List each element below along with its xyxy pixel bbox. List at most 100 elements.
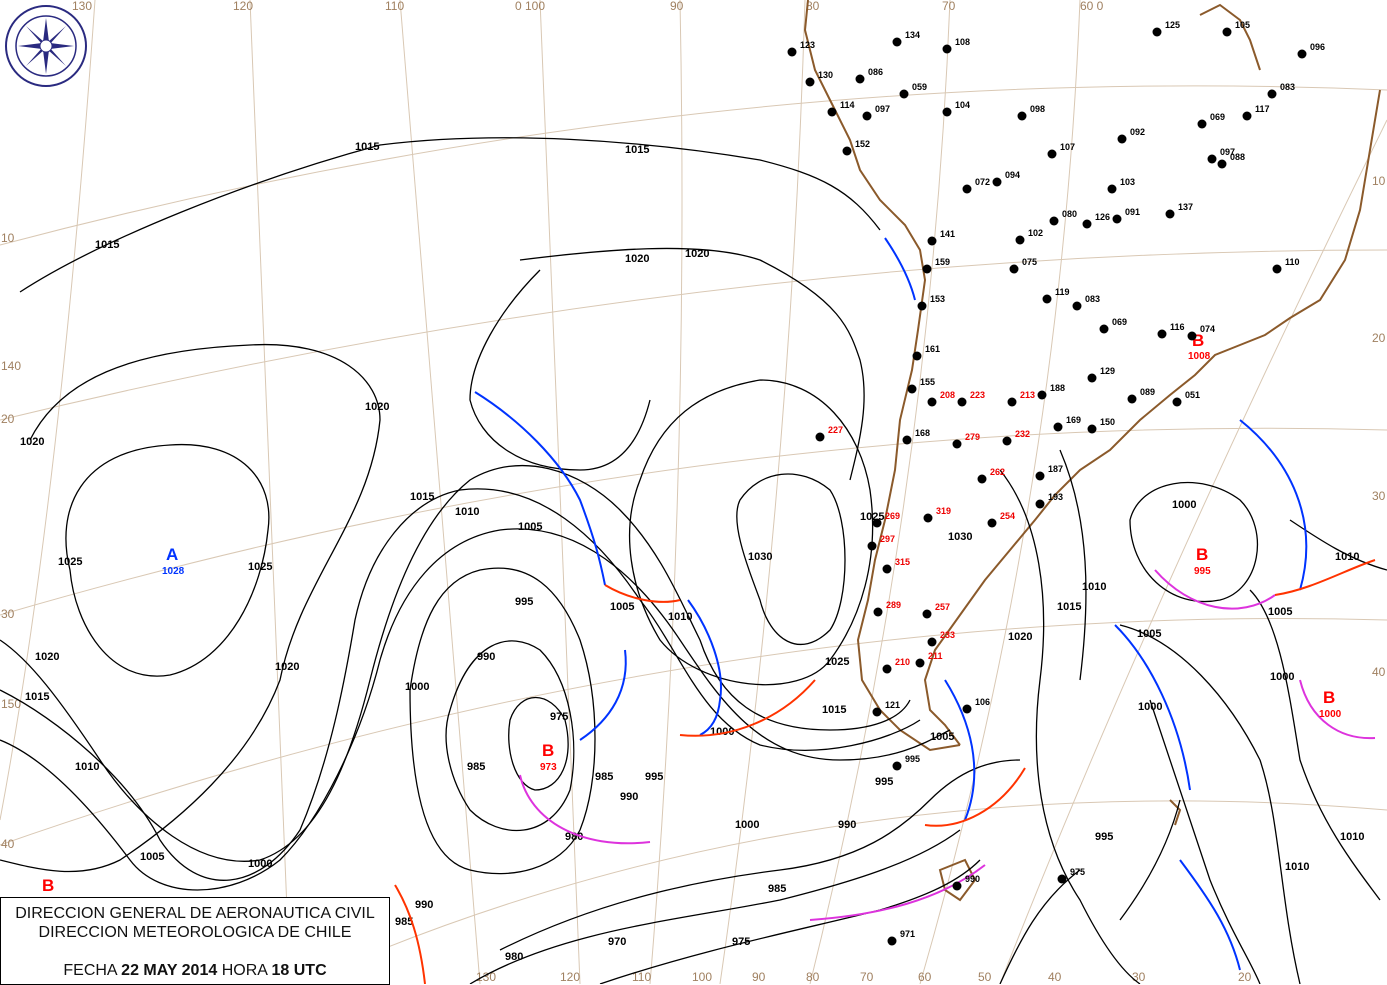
station-marker: [917, 301, 927, 311]
isobar-label: 1010: [668, 611, 692, 623]
station-pressure: 088: [1230, 152, 1245, 162]
station-pressure: 262: [990, 467, 1005, 477]
warm-front: [1274, 559, 1376, 596]
station-pressure: 150: [1100, 417, 1115, 427]
station-pressure: 080: [1062, 209, 1077, 219]
station-pressure: 188: [1050, 383, 1065, 393]
station-marker: [1053, 422, 1063, 432]
station-pressure: 232: [1015, 429, 1030, 439]
station-marker: [1297, 49, 1307, 59]
cold-front: [1179, 859, 1241, 971]
station-marker: [1112, 214, 1122, 224]
station-pressure: 289: [886, 600, 901, 610]
lat-label: 140: [1, 359, 21, 373]
station-pressure: 254: [1000, 511, 1015, 521]
isobar-label: 1005: [610, 601, 634, 613]
isobar-label: 1000: [1138, 701, 1162, 713]
time-label: HORA: [221, 962, 268, 979]
lon-label: 70: [860, 970, 874, 984]
station-pressure: 193: [1048, 492, 1063, 502]
station-pressure: 117: [1255, 104, 1270, 114]
station-pressure: 169: [1066, 415, 1081, 425]
isobar-label: 1010: [1285, 861, 1309, 873]
station-marker: [1099, 324, 1109, 334]
isobar-label: 1000: [735, 819, 759, 831]
station-marker: [1007, 397, 1017, 407]
station-marker: [872, 518, 882, 528]
station-pressure: 211: [928, 651, 943, 661]
lat-label: 30: [1, 607, 15, 621]
station-marker: [927, 637, 937, 647]
station-marker: [1057, 874, 1067, 884]
station-marker: [902, 435, 912, 445]
isobar-label: 995: [1095, 831, 1113, 843]
station-pressure: 125: [1165, 20, 1180, 30]
lon-label: 130: [72, 0, 92, 13]
station-pressure: 137: [1178, 202, 1193, 212]
isobar-label: 975: [550, 711, 568, 723]
station-marker: [899, 89, 909, 99]
station-pressure: 075: [1022, 257, 1037, 267]
station-marker: [957, 397, 967, 407]
low-pressure-value: 1008: [1188, 351, 1211, 362]
lon-label: 80: [806, 970, 820, 984]
station-marker: [1187, 331, 1197, 341]
station-pressure: 083: [1085, 294, 1100, 304]
station-marker: [867, 541, 877, 551]
station-marker: [1152, 27, 1162, 37]
station-pressure: 319: [936, 506, 951, 516]
cold-front: [1114, 624, 1191, 791]
time-value: 18 UTC: [271, 962, 327, 979]
station-marker: [805, 77, 815, 87]
station-marker: [855, 74, 865, 84]
station-pressure: 116: [1170, 322, 1185, 332]
low-pressure-value: 995: [1194, 566, 1211, 577]
warm-front: [924, 767, 1026, 827]
lon-label: 30: [1132, 970, 1146, 984]
station-marker: [842, 146, 852, 156]
lat-label: 10: [1, 231, 15, 245]
station-marker: [882, 564, 892, 574]
lon-label: 90: [670, 0, 684, 13]
cold-front: [474, 391, 606, 586]
lon-label: 70: [942, 0, 956, 13]
station-pressure: 097: [875, 104, 890, 114]
cold-front: [687, 599, 722, 736]
isobar-label: 1005: [518, 521, 542, 533]
low-pressure-label: B: [1196, 545, 1208, 564]
isobar-label: 1000: [1172, 499, 1196, 511]
dmc-logo: [4, 4, 88, 93]
station-pressure: 104: [955, 100, 970, 110]
station-marker: [1107, 184, 1117, 194]
station-marker: [922, 264, 932, 274]
station-pressure: 130: [818, 70, 833, 80]
occluded-front: [1154, 569, 1276, 610]
station-pressure: 971: [900, 929, 915, 939]
date-value: 22 MAY 2014: [121, 962, 218, 979]
station-marker: [923, 513, 933, 523]
isobar-label: 990: [838, 819, 856, 831]
isobar-label: 1020: [625, 253, 649, 265]
station-marker: [872, 707, 882, 717]
station-pressure: 102: [1028, 228, 1043, 238]
station-pressure: 119: [1055, 287, 1070, 297]
isobar-label: 985: [467, 761, 485, 773]
station-pressure: 269: [885, 511, 900, 521]
lat-label: 10: [1372, 174, 1386, 188]
station-pressure: 072: [975, 177, 990, 187]
station-pressure: 161: [925, 344, 940, 354]
station-marker: [1087, 424, 1097, 434]
station-pressure: 213: [1020, 390, 1035, 400]
warm-front: [394, 884, 426, 984]
isobar-label: 1020: [35, 651, 59, 663]
station-pressure: 315: [895, 557, 910, 567]
station-pressure: 114: [840, 100, 855, 110]
station-marker: [927, 236, 937, 246]
lon-label: 110: [632, 970, 651, 984]
station-marker: [962, 704, 972, 714]
isobar-label: 990: [620, 791, 638, 803]
pressure-centers: A 1028 B 973 B 995 B 1000 B 1008 B: [42, 331, 1342, 895]
station-pressure: 121: [885, 700, 900, 710]
lon-label: 110: [385, 0, 404, 13]
